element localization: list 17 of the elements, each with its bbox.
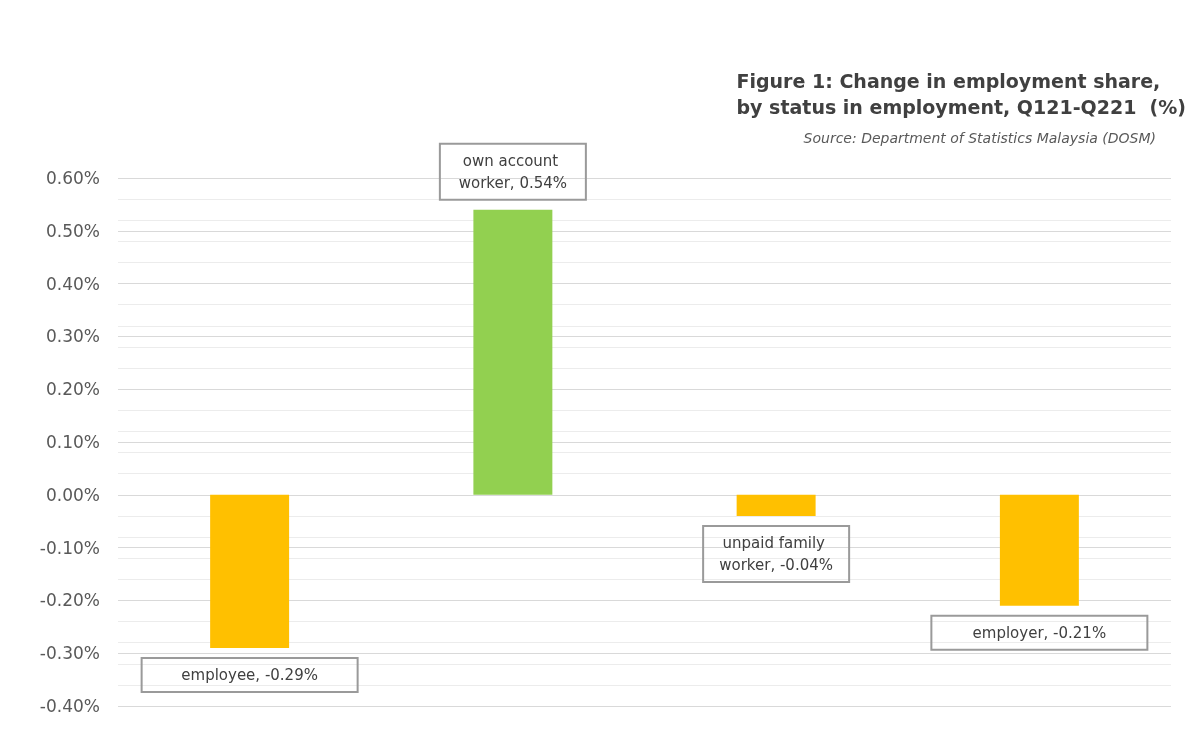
chart-title: Figure 1: Change in employment share, by status in employment, Q121-Q221 (%) bbox=[736, 70, 1187, 118]
data-label: employer, -0.21% bbox=[972, 623, 1107, 642]
y-tick-label: -0.10% bbox=[39, 537, 100, 558]
y-tick-label: 0.10% bbox=[45, 432, 100, 452]
data-label: own account worker, 0.54% bbox=[458, 151, 568, 192]
source-note: Source: Department of Statistics Malaysia (DOSM) bbox=[803, 130, 1156, 146]
y-tick-label: 0.40% bbox=[45, 273, 100, 294]
y-tick-label: 0.30% bbox=[45, 326, 100, 347]
y-tick-label: -0.20% bbox=[39, 590, 100, 611]
y-tick-label: -0.40% bbox=[39, 696, 100, 716]
y-tick-label: 0.50% bbox=[45, 220, 100, 241]
y-tick-label: 0.60% bbox=[45, 168, 100, 188]
data-label: unpaid family worker, -0.04% bbox=[719, 533, 834, 574]
y-tick-label: 0.00% bbox=[45, 484, 100, 505]
y-tick-label: -0.30% bbox=[39, 643, 100, 664]
y-tick-label: 0.20% bbox=[45, 379, 100, 400]
data-label: employee, -0.29% bbox=[181, 665, 318, 684]
